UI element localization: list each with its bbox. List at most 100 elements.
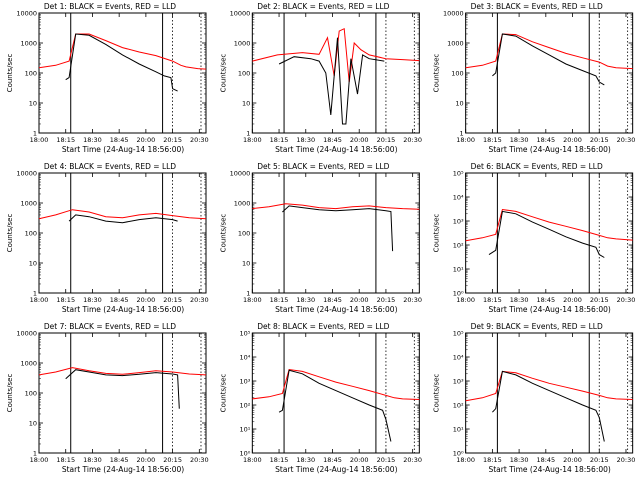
y-tick-label: 10⁵ — [453, 170, 464, 178]
panel-det-3: Det 3: BLACK = Events, RED = LLD Counts/s… — [433, 2, 636, 154]
x-tick-label: 20:30 — [403, 456, 422, 464]
x-tick-label: 20:15 — [590, 296, 609, 304]
x-tick-label: 18:45 — [110, 136, 129, 144]
x-tick-label: 18:00 — [30, 456, 49, 464]
y-tick-label: 10³ — [453, 218, 464, 226]
plot-frame — [251, 332, 420, 454]
y-axis-label: Counts/sec — [433, 54, 441, 93]
x-tick-label: 20:00 — [137, 136, 156, 144]
x-tick-label: 18:15 — [483, 456, 502, 464]
x-tick-label: 20:00 — [350, 456, 369, 464]
panel-title: Det 2: BLACK = Events, RED = LLD — [257, 2, 389, 11]
x-tick-label: 20:15 — [377, 456, 396, 464]
x-tick-label: 18:00 — [243, 296, 262, 304]
y-tick-label: 100 — [451, 70, 463, 78]
panel-det-9: Det 9: BLACK = Events, RED = LLD Counts/s… — [433, 322, 636, 474]
y-tick-label: 10⁰ — [453, 450, 464, 458]
series-line-black — [278, 37, 385, 125]
plot-frame — [251, 12, 420, 134]
x-tick-label: 20:15 — [163, 456, 182, 464]
series-line-red — [465, 208, 633, 242]
series-line-red — [252, 27, 420, 83]
x-tick-label: 20:15 — [377, 296, 396, 304]
y-tick-label: 10⁴ — [239, 354, 250, 362]
y-tick-label: 1 — [246, 290, 250, 298]
y-tick-label: 1000 — [234, 200, 251, 208]
y-tick-label: 10000 — [16, 10, 37, 18]
x-axis-label: Start Time (24-Aug-14 18:56:00) — [275, 145, 397, 154]
x-tick-label: 20:30 — [617, 296, 636, 304]
x-tick-label: 20:15 — [590, 136, 609, 144]
plot-frame — [38, 12, 207, 134]
x-tick-label: 18:30 — [510, 456, 529, 464]
series-line-red — [465, 33, 633, 70]
y-tick-label: 10² — [453, 242, 464, 250]
x-axis-label: Start Time (24-Aug-14 18:56:00) — [488, 145, 610, 154]
y-tick-label: 1 — [460, 130, 464, 138]
y-tick-label: 10 — [455, 100, 463, 108]
x-tick-label: 20:00 — [137, 296, 156, 304]
series-line-red — [38, 367, 207, 376]
x-tick-label: 20:30 — [617, 456, 636, 464]
y-tick-label: 10⁰ — [239, 450, 250, 458]
x-tick-label: 18:00 — [243, 136, 262, 144]
y-tick-label: 1000 — [447, 40, 464, 48]
y-tick-label: 1000 — [20, 360, 37, 368]
x-tick-label: 18:15 — [270, 456, 289, 464]
y-axis-label: Counts/sec — [433, 214, 441, 253]
y-tick-label: 100 — [238, 70, 250, 78]
x-axis-label: Start Time (24-Aug-14 18:56:00) — [275, 305, 397, 314]
series-line-black — [65, 33, 178, 92]
y-tick-label: 1 — [33, 130, 37, 138]
y-tick-label: 10⁴ — [453, 354, 464, 362]
x-tick-label: 18:15 — [56, 136, 75, 144]
y-tick-label: 10 — [29, 100, 37, 108]
y-tick-label: 1000 — [20, 200, 37, 208]
panel-det-7: Det 7: BLACK = Events, RED = LLD Counts/s… — [6, 322, 209, 474]
y-axis-label: Counts/sec — [433, 374, 441, 413]
x-tick-label: 20:30 — [403, 136, 422, 144]
x-tick-label: 20:15 — [590, 456, 609, 464]
y-tick-label: 10⁴ — [453, 194, 464, 202]
y-tick-label: 100 — [25, 390, 37, 398]
x-tick-label: 18:15 — [483, 136, 502, 144]
y-tick-label: 10⁵ — [239, 330, 250, 338]
y-axis-label: Counts/sec — [219, 54, 227, 93]
panel-title: Det 1: BLACK = Events, RED = LLD — [44, 2, 176, 11]
y-tick-label: 1 — [33, 290, 37, 298]
x-tick-label: 18:45 — [536, 456, 555, 464]
y-tick-label: 1 — [33, 450, 37, 458]
panel-title: Det 7: BLACK = Events, RED = LLD — [44, 322, 176, 331]
x-tick-label: 18:15 — [270, 136, 289, 144]
x-tick-label: 18:15 — [56, 456, 75, 464]
panel-title: Det 3: BLACK = Events, RED = LLD — [471, 2, 603, 11]
y-tick-label: 10 — [242, 260, 250, 268]
x-tick-label: 18:00 — [456, 456, 475, 464]
y-tick-label: 10² — [239, 402, 250, 410]
y-tick-label: 10000 — [16, 330, 37, 338]
x-tick-label: 20:30 — [403, 296, 422, 304]
x-tick-label: 20:00 — [563, 296, 582, 304]
panel-title: Det 9: BLACK = Events, RED = LLD — [471, 322, 603, 331]
y-tick-label: 10² — [453, 402, 464, 410]
x-tick-label: 18:30 — [83, 296, 102, 304]
x-axis-label: Start Time (24-Aug-14 18:56:00) — [62, 465, 184, 474]
y-tick-label: 1000 — [20, 40, 37, 48]
x-tick-label: 20:00 — [350, 136, 369, 144]
series-line-black — [488, 210, 605, 258]
x-tick-label: 18:45 — [110, 456, 129, 464]
x-tick-label: 18:30 — [296, 136, 315, 144]
x-tick-label: 18:30 — [510, 296, 529, 304]
plot-frame — [251, 172, 420, 294]
x-tick-label: 20:00 — [563, 456, 582, 464]
x-tick-label: 18:00 — [30, 296, 49, 304]
y-tick-label: 10000 — [230, 170, 251, 178]
x-axis-label: Start Time (24-Aug-14 18:56:00) — [62, 305, 184, 314]
x-tick-label: 18:45 — [536, 136, 555, 144]
y-tick-label: 10⁵ — [453, 330, 464, 338]
panel-det-6: Det 6: BLACK = Events, RED = LLD Counts/s… — [433, 162, 636, 314]
series-line-red — [252, 368, 420, 400]
panel-title: Det 4: BLACK = Events, RED = LLD — [44, 162, 176, 171]
panel-det-8: Det 8: BLACK = Events, RED = LLD Counts/s… — [219, 322, 422, 474]
